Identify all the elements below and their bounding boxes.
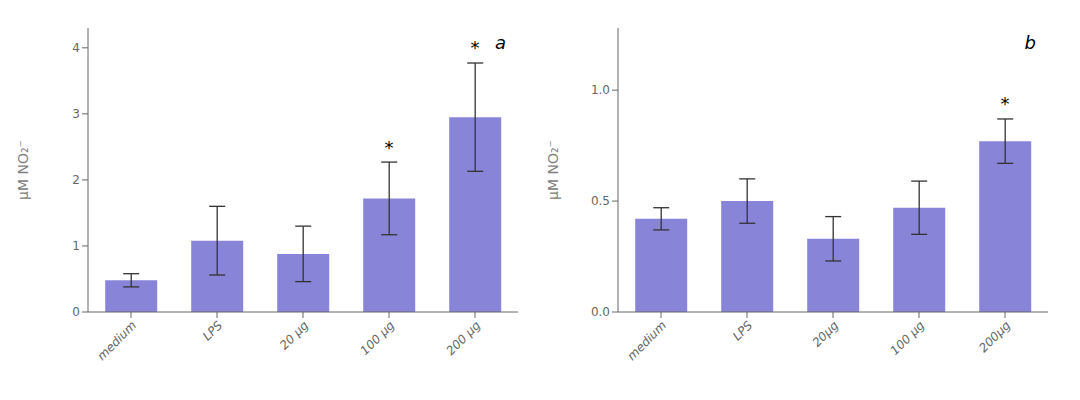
svg-text:100 μg: 100 μg [358, 318, 398, 358]
svg-text:20μg: 20μg [810, 318, 842, 350]
svg-text:1: 1 [72, 239, 80, 253]
svg-text:200 μg: 200 μg [444, 318, 484, 358]
svg-text:4: 4 [72, 41, 80, 55]
svg-text:200μg: 200μg [976, 318, 1013, 355]
svg-text:0.0: 0.0 [591, 305, 610, 319]
svg-text:1.0: 1.0 [591, 83, 610, 97]
html-text:b: b [1024, 32, 1036, 53]
svg-text:100 μg: 100 μg [888, 318, 928, 358]
svg-text:medium: medium [624, 318, 669, 363]
svg-text:μM NO₂⁻: μM NO₂⁻ [15, 140, 31, 200]
svg-text:medium: medium [94, 318, 139, 363]
svg-text:LPS: LPS [200, 318, 225, 343]
svg-text:0: 0 [72, 305, 80, 319]
svg-text:*: * [471, 37, 480, 58]
svg-text:*: * [385, 137, 394, 158]
svg-text:0.5: 0.5 [591, 194, 610, 208]
svg-text:LPS: LPS [730, 318, 755, 343]
svg-text:20 μg: 20 μg [277, 318, 311, 352]
svg-text:2: 2 [72, 173, 80, 187]
svg-text:3: 3 [72, 107, 80, 121]
svg-text:*: * [1001, 93, 1010, 114]
svg-text:μM NO₂⁻: μM NO₂⁻ [545, 140, 561, 200]
html-text:a: a [495, 32, 506, 53]
